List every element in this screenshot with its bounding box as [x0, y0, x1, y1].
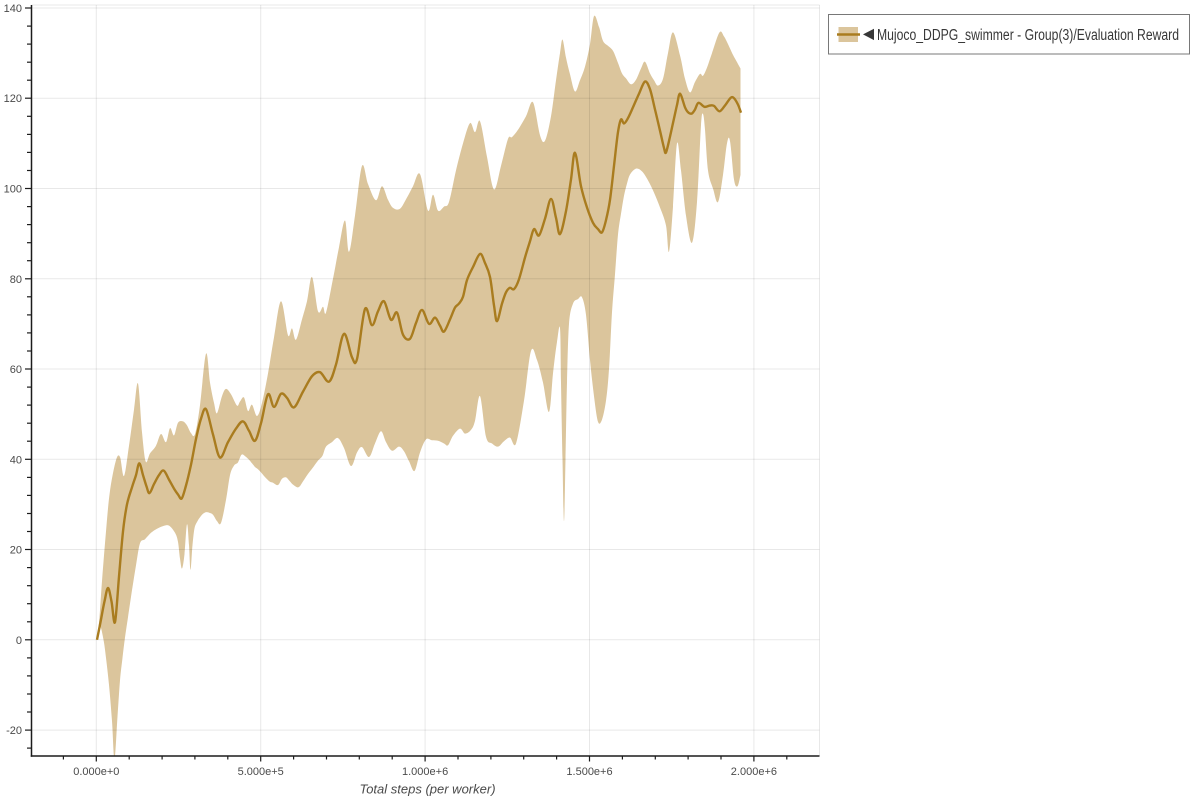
svg-text:2.000e+6: 2.000e+6 — [731, 766, 777, 778]
svg-text:60: 60 — [10, 364, 22, 376]
svg-text:0.000e+0: 0.000e+0 — [73, 766, 119, 778]
svg-text:140: 140 — [4, 3, 22, 15]
svg-text:120: 120 — [4, 93, 22, 105]
svg-text:20: 20 — [10, 545, 22, 557]
svg-text:0: 0 — [16, 635, 22, 647]
svg-text:1.500e+6: 1.500e+6 — [566, 766, 612, 778]
svg-text:5.000e+5: 5.000e+5 — [238, 766, 284, 778]
svg-text:100: 100 — [4, 184, 22, 196]
svg-text:Mujoco_DDPG_swimmer - Group(3): Mujoco_DDPG_swimmer - Group(3)/Evaluatio… — [877, 27, 1179, 44]
svg-text:Total steps (per worker): Total steps (per worker) — [359, 782, 495, 797]
svg-text:-20: -20 — [6, 725, 22, 737]
svg-text:40: 40 — [10, 454, 22, 466]
svg-text:1.000e+6: 1.000e+6 — [402, 766, 448, 778]
svg-text:80: 80 — [10, 274, 22, 286]
